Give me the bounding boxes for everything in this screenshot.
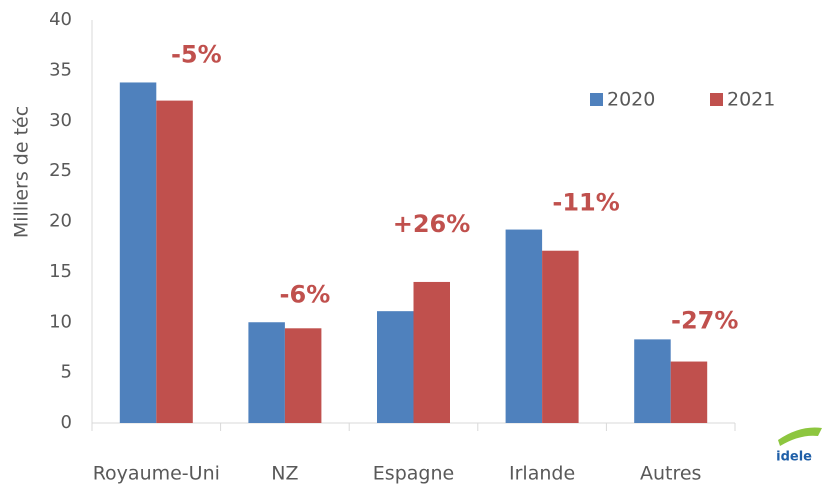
y-tick-label: 0 bbox=[61, 412, 72, 433]
x-tick-label: Irlande bbox=[509, 463, 575, 485]
logo-swoosh bbox=[778, 427, 822, 446]
bar bbox=[670, 361, 708, 423]
legend-swatch bbox=[710, 93, 723, 106]
x-tick-label: Royaume-Uni bbox=[93, 463, 220, 485]
y-tick-label: 40 bbox=[49, 9, 72, 30]
x-tick-label: Espagne bbox=[373, 463, 454, 485]
bar bbox=[634, 339, 671, 423]
y-axis-label: Milliers de téc bbox=[11, 106, 33, 238]
legend-label: 2021 bbox=[727, 89, 775, 111]
y-tick-label: 15 bbox=[49, 261, 72, 282]
logo: idele bbox=[776, 427, 822, 465]
y-tick-label: 25 bbox=[49, 160, 72, 181]
bar bbox=[119, 82, 157, 423]
annotation: +26% bbox=[393, 210, 471, 238]
annotation: -27% bbox=[671, 307, 738, 335]
bar bbox=[156, 100, 193, 423]
x-tick-label: NZ bbox=[271, 463, 298, 485]
bar bbox=[542, 250, 579, 423]
x-tick-label: Autres bbox=[640, 463, 701, 485]
bar bbox=[284, 328, 322, 423]
annotation: -11% bbox=[552, 189, 619, 217]
bar bbox=[413, 281, 450, 423]
bar bbox=[377, 311, 414, 423]
y-tick-label: 35 bbox=[49, 59, 72, 80]
y-tick-label: 20 bbox=[49, 211, 72, 232]
annotation: -6% bbox=[280, 280, 331, 308]
annotation: -5% bbox=[171, 41, 222, 69]
logo-text: idele bbox=[776, 450, 812, 465]
bar bbox=[248, 322, 285, 423]
y-tick-label: 5 bbox=[61, 362, 72, 383]
bar bbox=[505, 229, 543, 423]
y-tick-label: 30 bbox=[49, 110, 72, 131]
legend-label: 2020 bbox=[607, 89, 655, 111]
legend-swatch bbox=[590, 93, 603, 106]
y-tick-label: 10 bbox=[49, 311, 72, 332]
